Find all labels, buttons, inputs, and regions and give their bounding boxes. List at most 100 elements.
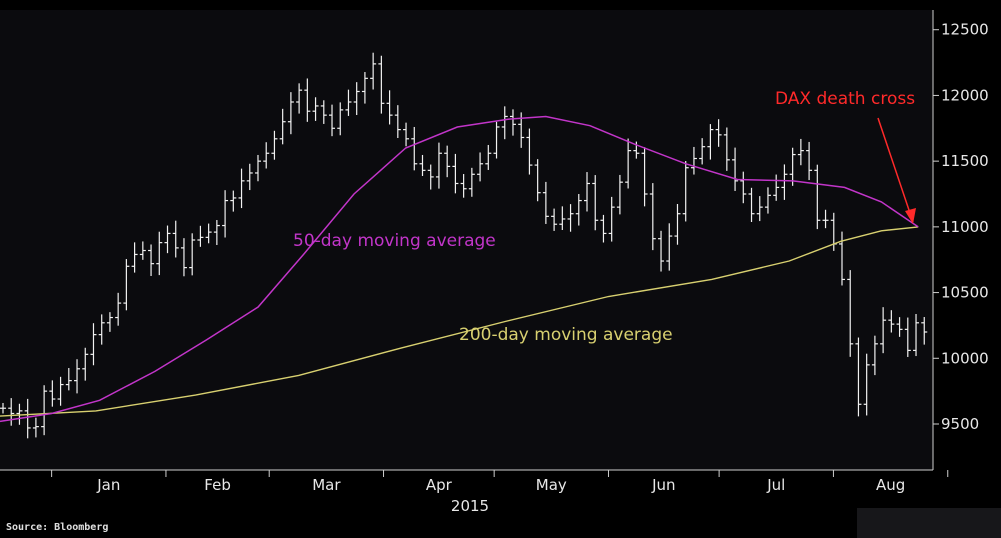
price-bar	[616, 174, 623, 215]
price-bar	[921, 317, 928, 345]
x-tick-label: Jul	[766, 476, 785, 494]
y-tick-label: 11000	[941, 218, 989, 236]
death-cross-arrow	[877, 117, 916, 224]
price-bar	[361, 72, 368, 104]
price-bar	[189, 233, 196, 276]
price-bar	[74, 359, 81, 394]
price-bar	[230, 190, 237, 212]
y-tick-label: 10000	[941, 349, 989, 367]
price-bar	[296, 83, 303, 114]
price-bar	[913, 313, 920, 357]
price-bar	[287, 92, 294, 135]
price-bar	[682, 161, 689, 222]
price-bar	[477, 152, 484, 182]
price-bar	[156, 231, 163, 276]
price-bar	[32, 417, 39, 438]
price-bar	[370, 52, 377, 90]
price-bar	[592, 175, 599, 231]
price-bar	[542, 181, 549, 224]
price-bar	[559, 206, 566, 231]
price-bar	[863, 353, 870, 416]
x-tick-label: Aug	[876, 476, 905, 494]
price-bar	[723, 127, 730, 171]
price-bar	[468, 167, 475, 197]
corner-block	[857, 508, 1001, 538]
price-bar	[871, 335, 878, 376]
y-tick-label: 10500	[941, 284, 989, 302]
price-bar	[271, 130, 278, 160]
price-bars	[0, 52, 928, 439]
price-bar	[238, 168, 245, 209]
x-tick-label: Jan	[96, 476, 120, 494]
price-bar	[0, 402, 6, 414]
price-bar	[427, 164, 434, 190]
price-bar	[205, 223, 212, 244]
price-bar	[740, 171, 747, 204]
price-bar	[98, 314, 105, 345]
price-bar	[756, 196, 763, 222]
price-bar	[131, 242, 138, 273]
price-bar	[789, 147, 796, 186]
death-cross-label: DAX death cross	[775, 89, 915, 109]
y-tick-label: 12000	[941, 86, 989, 104]
price-bar	[172, 220, 179, 258]
price-bar	[690, 146, 697, 175]
price-bar	[822, 209, 829, 229]
price-bar	[707, 124, 714, 160]
price-bar	[353, 82, 360, 116]
price-bar	[435, 142, 442, 189]
price-bar	[90, 323, 97, 366]
price-bar	[575, 194, 582, 226]
price-bar	[403, 122, 410, 147]
x-tick-label: Feb	[204, 476, 231, 494]
price-bar	[534, 159, 541, 202]
price-bar	[600, 214, 607, 243]
y-tick-label: 12500	[941, 21, 989, 39]
price-bar	[880, 307, 887, 354]
price-bar	[674, 203, 681, 245]
price-bar	[551, 208, 558, 231]
ma200-line	[0, 226, 919, 417]
price-bar	[304, 78, 311, 122]
y-tick-label: 11500	[941, 152, 989, 170]
price-bar	[337, 102, 344, 136]
price-bar	[197, 225, 204, 247]
price-bar	[312, 97, 319, 121]
price-bar	[148, 244, 155, 277]
price-bar	[386, 90, 393, 125]
price-bar	[222, 190, 229, 238]
price-bar	[715, 119, 722, 147]
x-axis-year-label: 2015	[451, 497, 489, 515]
price-bar	[123, 259, 130, 311]
price-bar	[567, 204, 574, 232]
price-bar	[509, 109, 516, 136]
price-bar	[452, 153, 459, 194]
price-bar	[106, 312, 113, 332]
price-bar	[649, 183, 656, 251]
price-bar	[164, 225, 171, 254]
price-bar	[460, 174, 467, 198]
ma50-line	[0, 115, 919, 423]
x-tick-label: Apr	[426, 476, 453, 494]
price-bar	[485, 144, 492, 170]
y-axis: 9500 10000 10500 11000 11500 12000 12500	[932, 10, 989, 470]
price-bar	[625, 138, 632, 189]
price-bar	[584, 172, 591, 212]
price-bar	[41, 385, 48, 436]
price-bar	[329, 104, 336, 137]
price-bar	[345, 89, 352, 116]
price-bar	[82, 347, 89, 381]
price-bar	[501, 106, 508, 140]
price-bar	[526, 128, 533, 175]
price-bar	[263, 142, 270, 169]
y-tick-label: 9500	[941, 415, 979, 433]
price-bar	[49, 380, 56, 407]
price-bar	[699, 138, 706, 165]
price-bar	[378, 55, 385, 114]
price-bar	[608, 196, 615, 242]
price-bar	[419, 154, 426, 176]
price-bar	[781, 164, 788, 200]
price-bar	[115, 292, 122, 326]
price-bar	[65, 368, 72, 391]
